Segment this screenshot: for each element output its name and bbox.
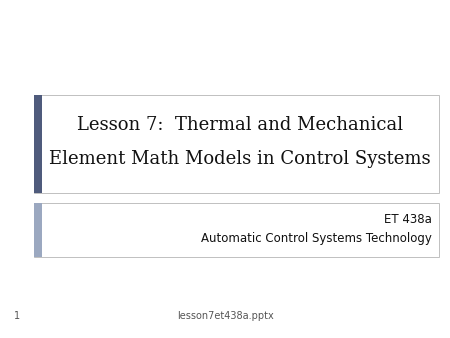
Text: 1: 1 xyxy=(14,311,20,321)
Text: Element Math Models in Control Systems: Element Math Models in Control Systems xyxy=(50,150,431,168)
FancyBboxPatch shape xyxy=(34,95,439,193)
FancyBboxPatch shape xyxy=(34,95,42,193)
Text: Lesson 7:  Thermal and Mechanical: Lesson 7: Thermal and Mechanical xyxy=(77,116,403,134)
Text: ET 438a: ET 438a xyxy=(384,213,432,226)
Text: lesson7et438a.pptx: lesson7et438a.pptx xyxy=(176,311,274,321)
FancyBboxPatch shape xyxy=(34,203,439,257)
Text: Automatic Control Systems Technology: Automatic Control Systems Technology xyxy=(201,232,432,245)
FancyBboxPatch shape xyxy=(34,203,42,257)
